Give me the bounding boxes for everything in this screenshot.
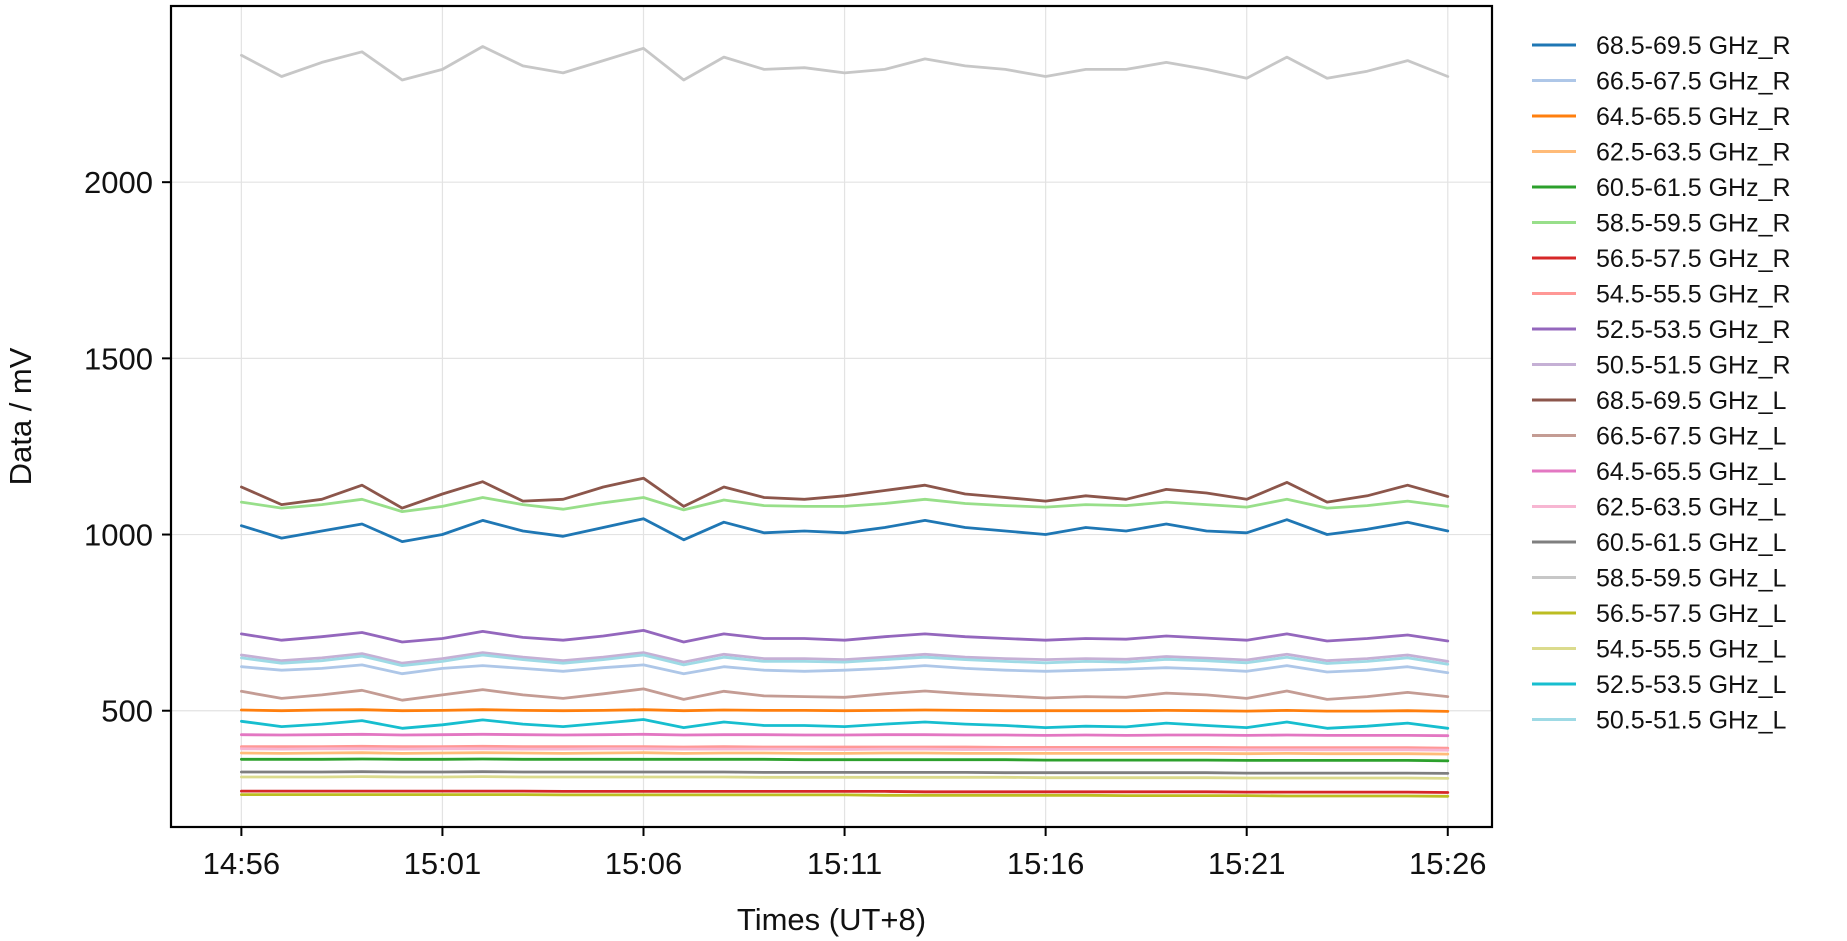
series-line-6 <box>239 789 1450 794</box>
y-tick-label: 500 <box>101 694 153 729</box>
legend-label: 62.5-63.5 GHz_R <box>1596 139 1791 167</box>
series-line-5 <box>239 496 1450 514</box>
series-line-4 <box>239 757 1450 763</box>
x-axis: 14:56 15:01 15:06 15:11 15:16 15:21 15:26 <box>203 827 1487 881</box>
legend-label: 60.5-61.5 GHz_L <box>1596 529 1786 557</box>
series-line-19 <box>239 653 1450 667</box>
y-tick-label: 1000 <box>84 518 153 553</box>
series-line-7 <box>239 744 1450 750</box>
legend: 68.5-69.5 GHz_R 66.5-67.5 GHz_R 64.5-65.5 … <box>1532 32 1791 735</box>
series-line-3 <box>239 751 1450 756</box>
x-tick-label: 15:11 <box>807 846 882 881</box>
series-line-10 <box>239 476 1450 510</box>
legend-label: 64.5-65.5 GHz_L <box>1596 458 1786 486</box>
legend-label: 54.5-55.5 GHz_L <box>1596 636 1786 664</box>
x-tick-label: 15:26 <box>1409 846 1487 881</box>
series-line-13 <box>239 747 1450 752</box>
legend-label: 58.5-59.5 GHz_R <box>1596 210 1791 238</box>
legend-label: 52.5-53.5 GHz_R <box>1596 316 1791 344</box>
series-line-2 <box>239 708 1450 713</box>
legend-label: 68.5-69.5 GHz_R <box>1596 32 1791 60</box>
legend-label: 62.5-63.5 GHz_L <box>1596 494 1786 522</box>
legend-label: 56.5-57.5 GHz_L <box>1596 600 1786 628</box>
legend-label: 58.5-59.5 GHz_L <box>1596 565 1786 593</box>
y-tick-label: 2000 <box>84 165 153 200</box>
legend-label: 50.5-51.5 GHz_L <box>1596 707 1786 735</box>
legend-label: 56.5-57.5 GHz_R <box>1596 245 1791 273</box>
x-tick-label: 15:01 <box>404 846 482 881</box>
y-axis-label: Data / mV <box>3 347 38 485</box>
legend-label: 66.5-67.5 GHz_L <box>1596 423 1786 451</box>
legend-label: 68.5-69.5 GHz_L <box>1596 387 1786 415</box>
series-line-14 <box>239 770 1450 775</box>
series-line-16 <box>239 793 1450 798</box>
series-line-1 <box>239 663 1450 676</box>
series-line-0 <box>239 517 1450 543</box>
series-line-11 <box>239 687 1450 702</box>
legend-label: 64.5-65.5 GHz_R <box>1596 103 1791 131</box>
legend-label: 66.5-67.5 GHz_R <box>1596 68 1791 96</box>
x-tick-label: 15:16 <box>1007 846 1085 881</box>
series-line-9 <box>239 651 1450 665</box>
series-line-12 <box>239 732 1450 738</box>
x-axis-label: Times (UT+8) <box>737 902 926 937</box>
legend-label: 52.5-53.5 GHz_L <box>1596 671 1786 699</box>
y-tick-label: 1500 <box>84 341 153 376</box>
legend-label: 54.5-55.5 GHz_R <box>1596 281 1791 309</box>
series-line-18 <box>239 718 1450 730</box>
series-line-15 <box>239 45 1450 82</box>
legend-label: 50.5-51.5 GHz_R <box>1596 352 1791 380</box>
plot-area-frame <box>169 4 1494 829</box>
x-tick-label: 15:21 <box>1208 846 1286 881</box>
x-tick-label: 15:06 <box>605 846 683 881</box>
y-axis: 500 1000 1500 2000 <box>84 165 171 729</box>
legend-label: 60.5-61.5 GHz_R <box>1596 174 1791 202</box>
x-tick-label: 14:56 <box>203 846 281 881</box>
series-line-17 <box>239 775 1450 780</box>
series-line-8 <box>239 629 1450 644</box>
series-lines <box>239 45 1450 798</box>
